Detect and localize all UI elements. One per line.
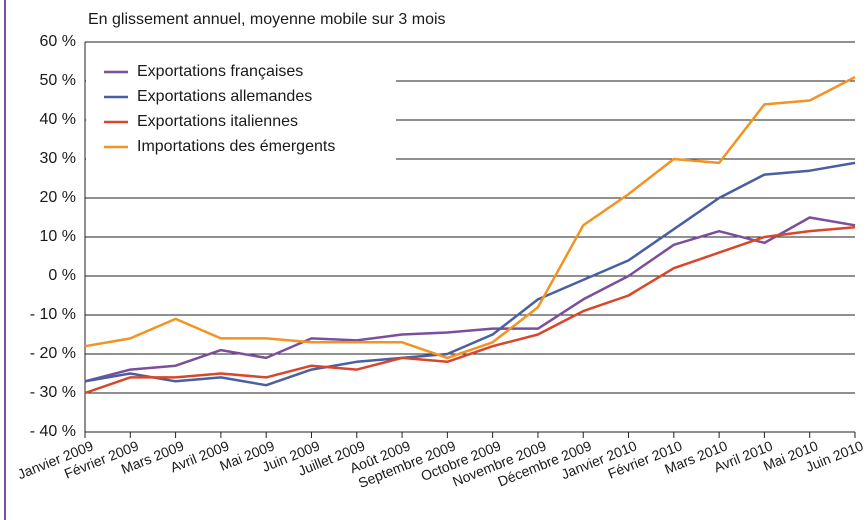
- y-tick-label: - 30 %: [30, 384, 76, 401]
- legend-label: Exportations italiennes: [137, 113, 298, 130]
- legend-box: [86, 57, 396, 160]
- y-tick-label: 10 %: [40, 228, 76, 245]
- y-tick-label: - 10 %: [30, 306, 76, 323]
- y-tick-label: 20 %: [40, 189, 76, 206]
- chart-title: En glissement annuel, moyenne mobile sur…: [88, 11, 446, 28]
- series-line: [84, 75, 856, 360]
- legend-label: Exportations françaises: [137, 63, 303, 80]
- series-line: [84, 161, 856, 387]
- legend-label: Importations des émergents: [137, 138, 335, 155]
- y-tick-label: - 20 %: [30, 345, 76, 362]
- y-tick-label: 60 %: [40, 33, 76, 50]
- y-tick-label: 30 %: [40, 150, 76, 167]
- y-tick-label: 0 %: [48, 267, 76, 284]
- y-tick-label: - 40 %: [30, 423, 76, 440]
- y-tick-label: 50 %: [40, 72, 76, 89]
- series-line: [84, 216, 856, 383]
- series-line: [84, 226, 856, 395]
- y-tick-label: 40 %: [40, 111, 76, 128]
- legend-label: Exportations allemandes: [137, 88, 312, 105]
